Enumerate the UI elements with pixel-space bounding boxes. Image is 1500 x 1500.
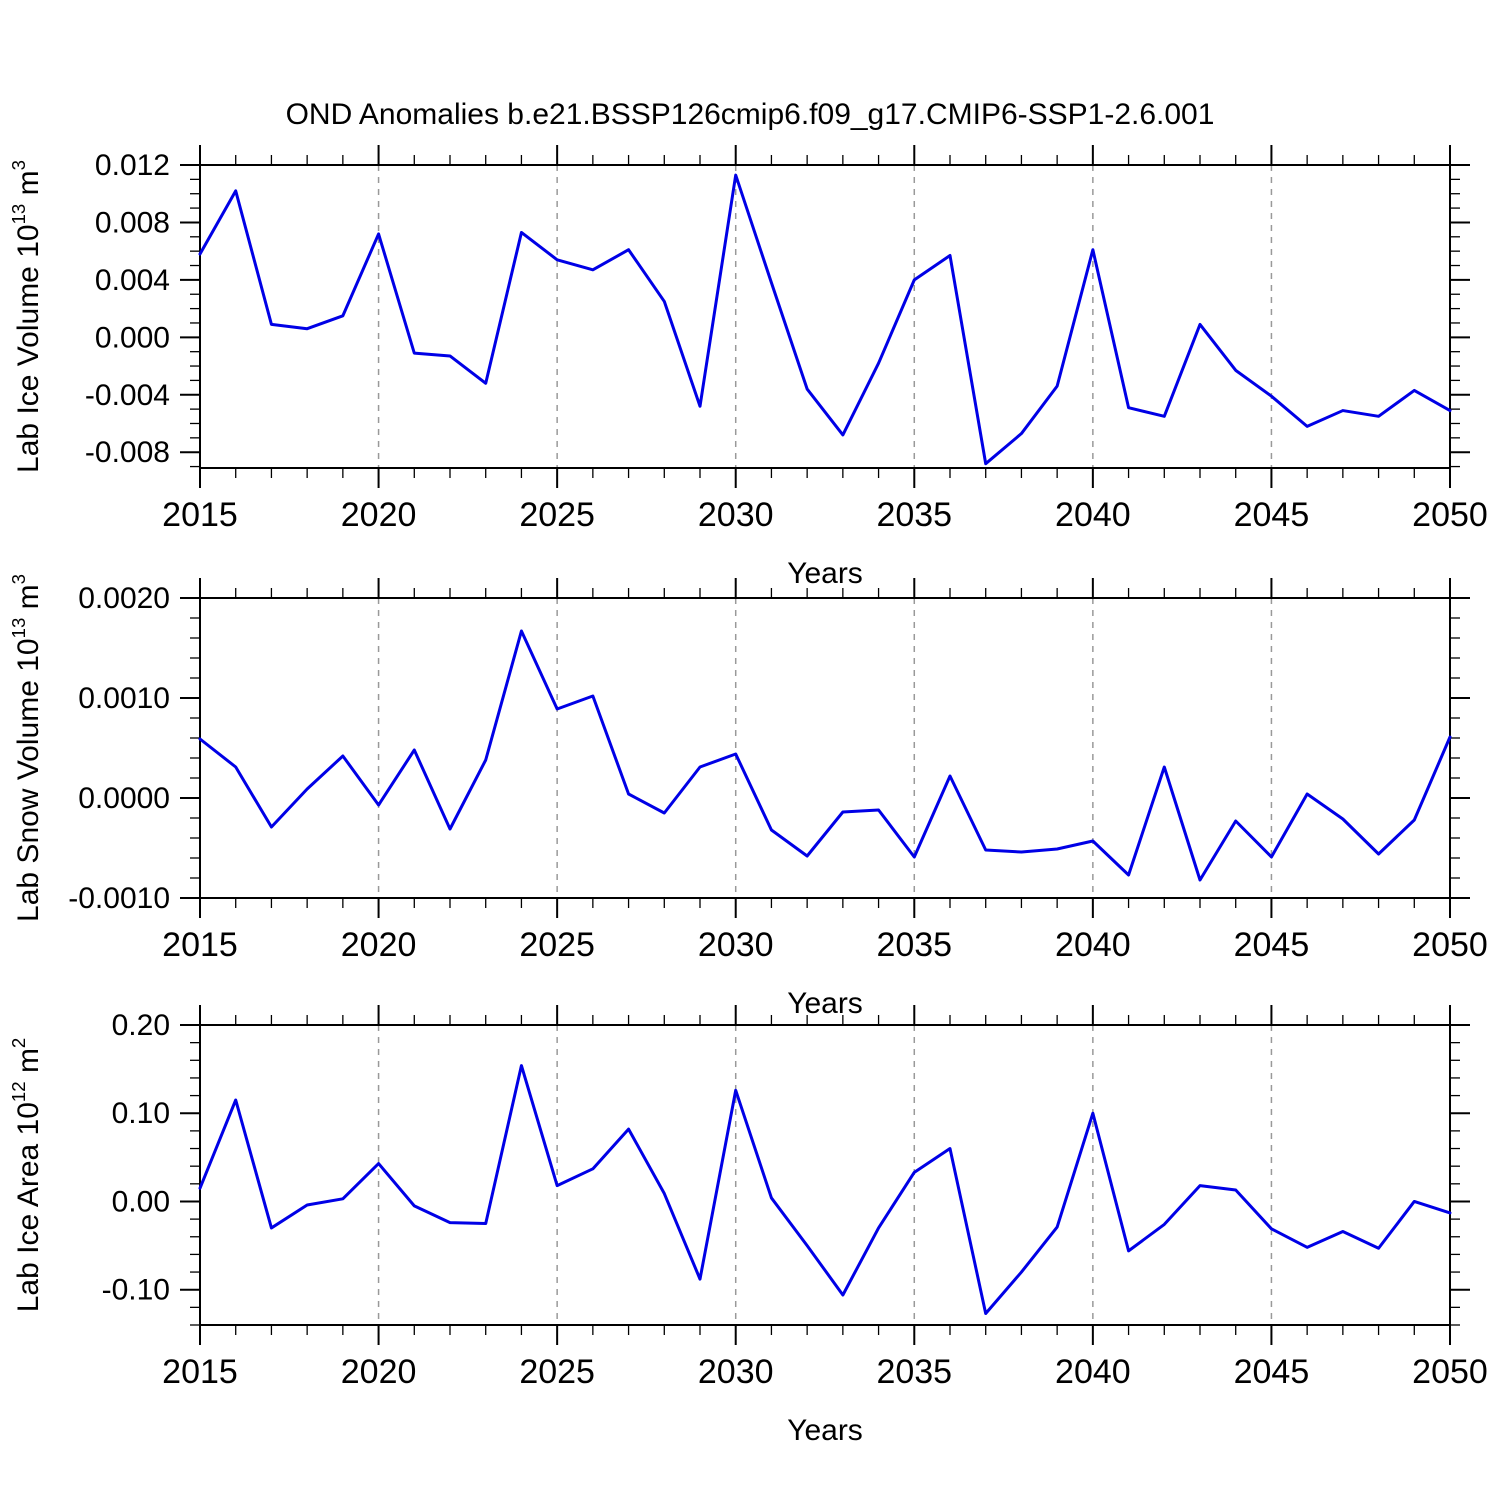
x-tick-label: 2015 bbox=[162, 1353, 238, 1391]
y-tick-label: 0.20 bbox=[112, 1009, 170, 1042]
x-axis-title: Years bbox=[787, 557, 863, 590]
y-tick-label: -0.10 bbox=[102, 1274, 170, 1307]
x-tick-label: 2030 bbox=[698, 1353, 774, 1391]
x-tick-labels: 2015 2020 2025 2030 2035 2040 2045 2050 bbox=[162, 1353, 1488, 1391]
series-line-lab-ice-volume bbox=[198, 173, 1452, 466]
x-tick-label: 2025 bbox=[519, 496, 595, 534]
y-tick-label: 0.0000 bbox=[78, 782, 170, 815]
y-tick-label: 0.00 bbox=[112, 1185, 170, 1218]
x-tick-label: 2040 bbox=[1055, 496, 1131, 534]
plot-frame bbox=[199, 597, 1451, 899]
x-tick-label: 2020 bbox=[341, 926, 417, 964]
panel-lab-ice-area: 0.20 0.10 0.00 -0.10 2015 2020 2025 2030 2035 204… bbox=[8, 1005, 1488, 1447]
x-tick-labels: 2015 2020 2025 2030 2035 2040 2045 2050 bbox=[162, 496, 1488, 534]
x-tick-label: 2050 bbox=[1412, 496, 1488, 534]
axis-ticks bbox=[180, 578, 1470, 918]
y-tick-label: 0.008 bbox=[95, 206, 170, 239]
x-tick-label: 2035 bbox=[876, 1353, 952, 1391]
y-tick-labels: 0.0020 0.0010 0.0000 -0.0010 bbox=[68, 582, 170, 915]
y-tick-label: 0.0010 bbox=[78, 682, 170, 715]
x-tick-label: 2015 bbox=[162, 926, 238, 964]
axis-title: Lab Ice Area 1012 m2 bbox=[8, 1038, 45, 1313]
panel-lab-snow-volume: 0.0020 0.0010 0.0000 -0.0010 2015 2020 2025 203… bbox=[8, 574, 1488, 1020]
plot-frame bbox=[199, 164, 1451, 469]
y-tick-label: 0.012 bbox=[95, 149, 170, 182]
x-tick-labels: 2015 2020 2025 2030 2035 2040 2045 2050 bbox=[162, 926, 1488, 964]
y-tick-label: 0.000 bbox=[95, 321, 170, 354]
series-line-lab-snow-volume bbox=[198, 629, 1452, 882]
axis-title: Lab Snow Volume 1013 m3 bbox=[8, 574, 45, 922]
panel-lab-ice-volume: 0.012 0.008 0.004 0.000 -0.004 -0.008 2015 2020… bbox=[8, 145, 1488, 590]
x-axis-title: Years bbox=[787, 1414, 863, 1447]
series-line-lab-ice-area bbox=[198, 1064, 1452, 1316]
y-tick-label: -0.008 bbox=[85, 436, 170, 469]
x-tick-label: 2040 bbox=[1055, 926, 1131, 964]
x-tick-label: 2040 bbox=[1055, 1353, 1131, 1391]
axis-ticks bbox=[180, 145, 1470, 488]
x-tick-label: 2050 bbox=[1412, 1353, 1488, 1391]
x-tick-label: 2015 bbox=[162, 496, 238, 534]
y-tick-label: -0.0010 bbox=[68, 882, 170, 915]
x-tick-label: 2045 bbox=[1234, 496, 1310, 534]
x-tick-label: 2030 bbox=[698, 926, 774, 964]
x-tick-label: 2020 bbox=[341, 496, 417, 534]
x-tick-label: 2035 bbox=[876, 926, 952, 964]
y-tick-labels: 0.20 0.10 0.00 -0.10 bbox=[102, 1009, 170, 1307]
y-tick-label: 0.004 bbox=[95, 264, 170, 297]
x-tick-label: 2025 bbox=[519, 1353, 595, 1391]
y-tick-label: 0.0020 bbox=[78, 582, 170, 615]
x-tick-label: 2050 bbox=[1412, 926, 1488, 964]
vertical-gridlines bbox=[377, 165, 1273, 468]
chart-title: OND Anomalies b.e21.BSSP126cmip6.f09_g17… bbox=[285, 98, 1215, 131]
x-tick-label: 2030 bbox=[698, 496, 774, 534]
y-tick-label: 0.10 bbox=[112, 1097, 170, 1130]
y-tick-label: -0.004 bbox=[85, 379, 170, 412]
x-tick-label: 2025 bbox=[519, 926, 595, 964]
axis-ticks bbox=[180, 1005, 1470, 1345]
vertical-gridlines bbox=[377, 598, 1273, 898]
plot-frame bbox=[199, 1024, 1451, 1326]
x-axis-title: Years bbox=[787, 987, 863, 1020]
vertical-gridlines bbox=[377, 1025, 1273, 1325]
x-tick-label: 2045 bbox=[1234, 926, 1310, 964]
x-tick-label: 2020 bbox=[341, 1353, 417, 1391]
x-tick-label: 2035 bbox=[876, 496, 952, 534]
axis-title: Lab Ice Volume 1013 m3 bbox=[8, 160, 45, 473]
x-tick-label: 2045 bbox=[1234, 1353, 1310, 1391]
y-tick-labels: 0.012 0.008 0.004 0.000 -0.004 -0.008 bbox=[85, 149, 170, 469]
